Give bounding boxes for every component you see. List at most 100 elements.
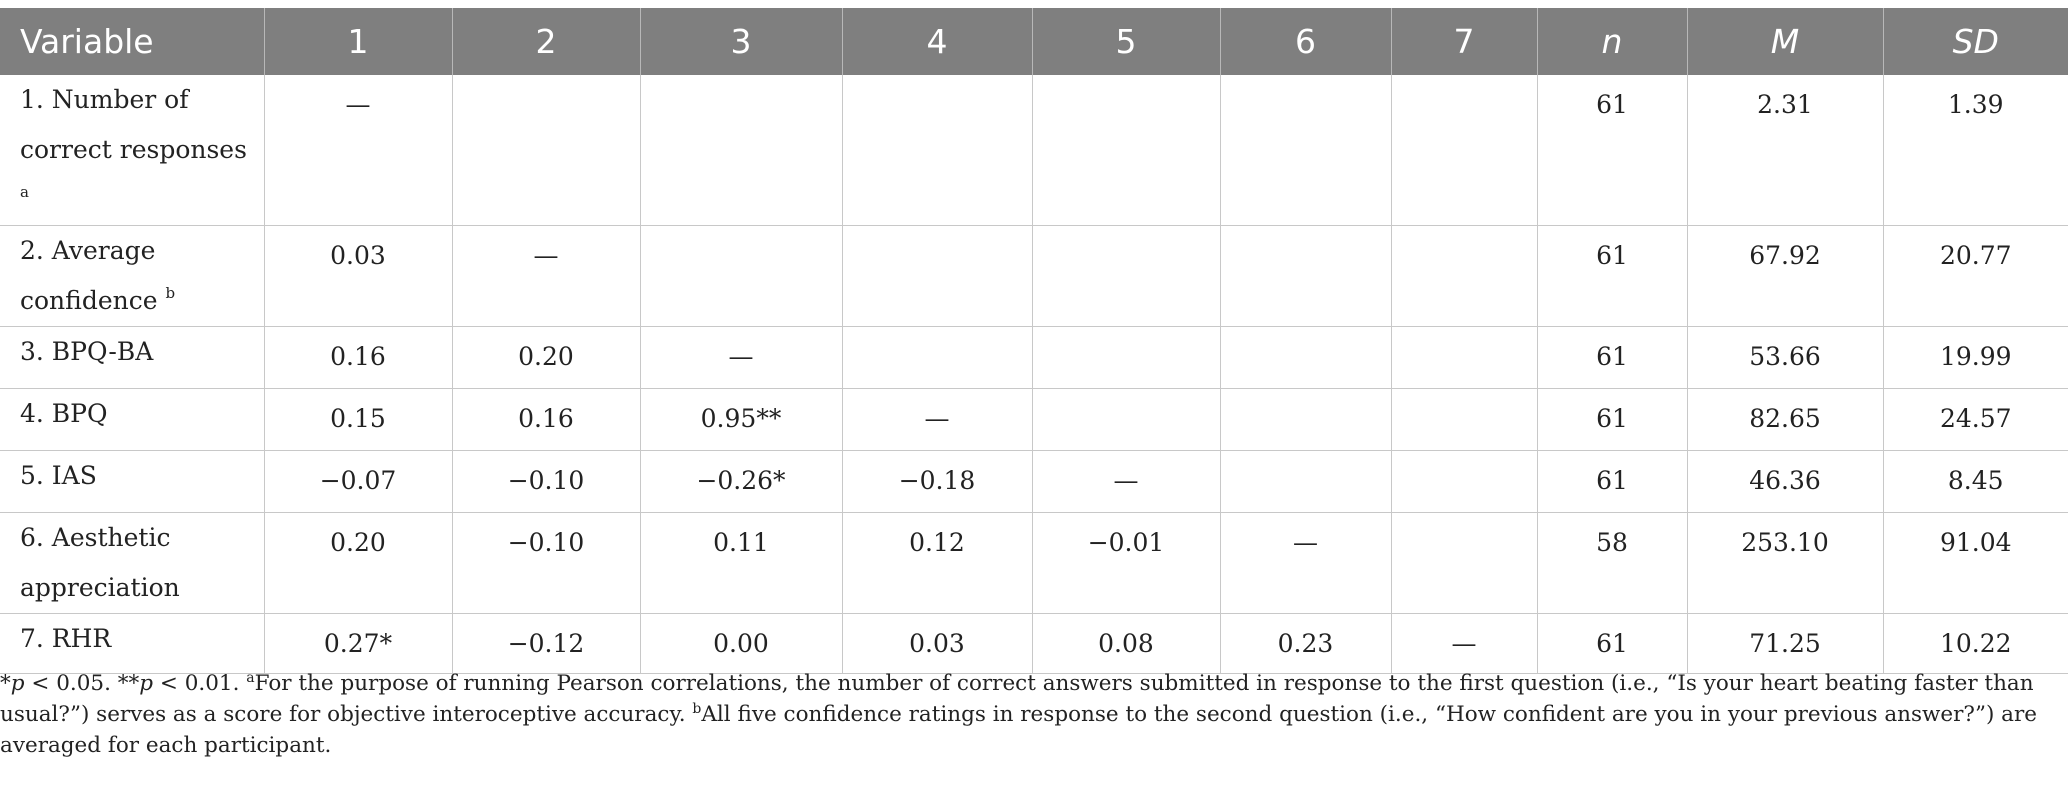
table-cell: 0.08 xyxy=(1032,613,1221,674)
row-label: 6. Aesthetic appreciation xyxy=(0,512,265,614)
table-cell: — xyxy=(452,225,641,327)
table-cell: 0.16 xyxy=(264,326,453,389)
row-label: 1. Number of correct responses a xyxy=(0,75,265,226)
header-n: n xyxy=(1537,8,1688,75)
table-cell: 0.20 xyxy=(264,512,453,614)
table-cell: 8.45 xyxy=(1883,450,2068,513)
note-significance-2: < 0.01. xyxy=(153,671,247,696)
table-cell: 71.25 xyxy=(1687,613,1884,674)
header-variable: Variable xyxy=(0,8,265,75)
table-cell: −0.10 xyxy=(452,450,641,513)
table-cell xyxy=(1220,450,1392,513)
row-label-line2: correct responses xyxy=(20,135,247,164)
header-col-5: 5 xyxy=(1032,8,1221,75)
correlation-table: Variable 1 2 3 4 5 6 7 n M SD 1. Number … xyxy=(0,8,2068,674)
table-cell: −0.18 xyxy=(842,450,1033,513)
footnote-marker-b: b xyxy=(692,701,702,717)
table-cell xyxy=(842,75,1033,226)
note-text-a: For the purpose of running Pearson corre… xyxy=(0,671,2034,727)
table-cell: 61 xyxy=(1537,225,1688,327)
header-col-2: 2 xyxy=(452,8,641,75)
row-label-line2: confidence xyxy=(20,286,158,315)
footnote-marker: a xyxy=(20,183,29,201)
table-cell: 61 xyxy=(1537,450,1688,513)
table-cell: −0.10 xyxy=(452,512,641,614)
header-row: Variable 1 2 3 4 5 6 7 n M SD xyxy=(0,8,2068,75)
table-cell xyxy=(1220,75,1392,226)
table-cell: 53.66 xyxy=(1687,326,1884,389)
table-cell: 20.77 xyxy=(1883,225,2068,327)
row-label: 4. BPQ xyxy=(0,388,265,451)
note-asterisk: * xyxy=(0,671,11,696)
table-row: 2. Average confidence b 0.03 — 61 67.92 2… xyxy=(0,225,2068,327)
table-row: 1. Number of correct responses a — 61 2.3… xyxy=(0,75,2068,226)
table-cell: — xyxy=(842,388,1033,451)
table-cell: — xyxy=(264,75,453,226)
table-cell: 0.27* xyxy=(264,613,453,674)
table-cell xyxy=(1391,388,1538,451)
footnote-marker: b xyxy=(165,284,176,302)
row-label-line1: 6. Aesthetic xyxy=(20,523,171,552)
table-cell: 0.15 xyxy=(264,388,453,451)
table-cell: 0.12 xyxy=(842,512,1033,614)
table-row: 7. RHR 0.27* −0.12 0.00 0.03 0.08 0.23 —… xyxy=(0,613,2068,674)
header-sd: SD xyxy=(1883,8,2068,75)
table-footnote: *p < 0.05. **p < 0.01. aFor the purpose … xyxy=(0,668,2060,761)
header-col-3: 3 xyxy=(640,8,843,75)
header-col-6: 6 xyxy=(1220,8,1392,75)
table-cell: 61 xyxy=(1537,613,1688,674)
table-cell: 67.92 xyxy=(1687,225,1884,327)
table-cell xyxy=(1220,388,1392,451)
table-cell xyxy=(1391,75,1538,226)
table-row: 3. BPQ-BA 0.16 0.20 — 61 53.66 19.99 xyxy=(0,326,2068,389)
table-row: 4. BPQ 0.15 0.16 0.95** — 61 82.65 24.57 xyxy=(0,388,2068,451)
table-cell xyxy=(1391,225,1538,327)
table-cell: 61 xyxy=(1537,326,1688,389)
table-cell: 10.22 xyxy=(1883,613,2068,674)
table-cell xyxy=(1220,225,1392,327)
table-cell: 46.36 xyxy=(1687,450,1884,513)
footnote-marker-a: a xyxy=(246,670,255,686)
row-label: 3. BPQ-BA xyxy=(0,326,265,389)
table-cell: 0.11 xyxy=(640,512,843,614)
table-cell: 0.03 xyxy=(842,613,1033,674)
table-row: 6. Aesthetic appreciation 0.20 −0.10 0.11… xyxy=(0,512,2068,614)
correlation-table-container: Variable 1 2 3 4 5 6 7 n M SD 1. Number … xyxy=(0,8,2068,674)
table-cell: 0.95** xyxy=(640,388,843,451)
table-cell: −0.01 xyxy=(1032,512,1221,614)
table-cell: 0.23 xyxy=(1220,613,1392,674)
table-cell: 0.00 xyxy=(640,613,843,674)
table-cell: 0.20 xyxy=(452,326,641,389)
note-p-symbol: p xyxy=(139,671,154,696)
table-cell: −0.12 xyxy=(452,613,641,674)
table-cell: 2.31 xyxy=(1687,75,1884,226)
table-cell xyxy=(842,326,1033,389)
table-cell: 253.10 xyxy=(1687,512,1884,614)
note-p-symbol: p xyxy=(10,671,25,696)
table-cell xyxy=(1391,512,1538,614)
row-label-line2: appreciation xyxy=(20,573,180,602)
header-col-1: 1 xyxy=(264,8,453,75)
table-cell: — xyxy=(1032,450,1221,513)
table-cell: 0.16 xyxy=(452,388,641,451)
table-cell: 58 xyxy=(1537,512,1688,614)
table-cell xyxy=(452,75,641,226)
note-significance-1: < 0.05. ** xyxy=(24,671,140,696)
row-label: 2. Average confidence b xyxy=(0,225,265,327)
table-cell: 82.65 xyxy=(1687,388,1884,451)
table-cell: 91.04 xyxy=(1883,512,2068,614)
table-cell: — xyxy=(1220,512,1392,614)
row-label-line1: 2. Average xyxy=(20,236,156,265)
note-text-b: All five confidence ratings in response … xyxy=(0,702,2037,758)
header-col-7: 7 xyxy=(1391,8,1538,75)
row-label-line1: 1. Number of xyxy=(20,85,189,114)
table-cell: −0.26* xyxy=(640,450,843,513)
table-cell xyxy=(640,75,843,226)
table-cell xyxy=(1032,75,1221,226)
table-cell xyxy=(1032,225,1221,327)
table-cell: −0.07 xyxy=(264,450,453,513)
table-row: 5. IAS −0.07 −0.10 −0.26* −0.18 — 61 46.… xyxy=(0,450,2068,513)
table-cell xyxy=(1391,450,1538,513)
table-cell: 61 xyxy=(1537,75,1688,226)
table-cell: 24.57 xyxy=(1883,388,2068,451)
